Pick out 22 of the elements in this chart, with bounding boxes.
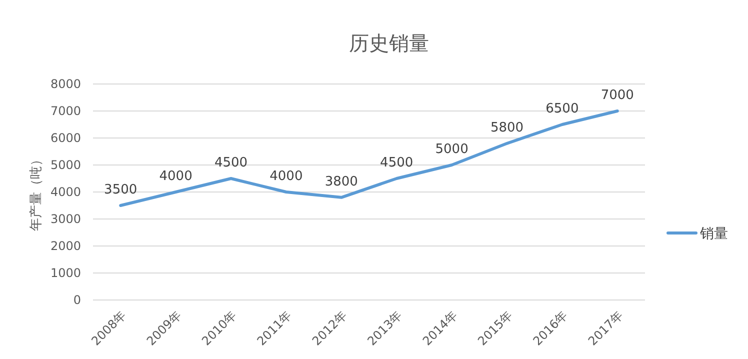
y-tick-label: 3000 — [50, 212, 81, 226]
data-label: 4500 — [380, 156, 414, 170]
data-label: 5000 — [435, 142, 468, 157]
data-label: 4000 — [270, 169, 303, 184]
y-tick-label: 5000 — [50, 158, 81, 172]
y-axis-title: 年产量（吨） — [29, 153, 44, 231]
y-tick-label: 1000 — [50, 266, 81, 280]
data-label: 7000 — [600, 88, 634, 103]
legend-label: 销量 — [699, 226, 728, 242]
y-tick-label: 6000 — [50, 131, 81, 145]
data-label: 3800 — [324, 174, 358, 190]
data-label: 5800 — [490, 120, 524, 136]
y-tick-label: 0 — [73, 293, 81, 307]
y-tick-label: 2000 — [50, 239, 81, 253]
y-tick-label: 4000 — [50, 185, 81, 199]
y-tick-label: 8000 — [50, 77, 81, 91]
chart-title: 历史销量 — [349, 31, 429, 55]
y-tick-label: 7000 — [50, 104, 81, 118]
data-label: 4000 — [159, 169, 192, 184]
data-label: 6500 — [546, 102, 579, 116]
data-label: 4500 — [214, 156, 248, 170]
data-label: 3500 — [104, 182, 138, 198]
